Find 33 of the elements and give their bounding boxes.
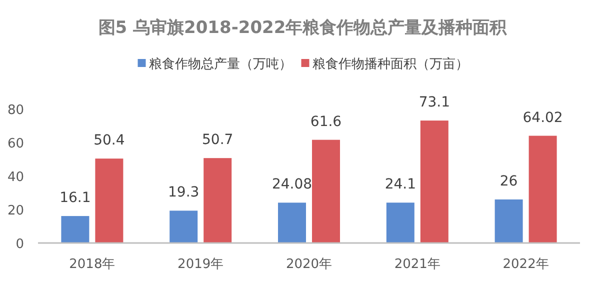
data-label: 50.7: [202, 132, 234, 148]
data-label: 24.1: [384, 176, 416, 193]
bar: [494, 199, 523, 243]
y-tick-label: 20: [7, 204, 24, 218]
bar: [278, 202, 306, 243]
legend-label: 粮食作物播种面积（万亩）: [312, 56, 468, 72]
y-tick-label: 80: [7, 103, 24, 118]
data-label: 64.02: [522, 110, 563, 126]
legend-label: 粮食作物总产量（万吨）: [148, 57, 292, 72]
bar: [528, 136, 557, 243]
x-tick-label: 2019年: [178, 257, 224, 272]
y-tick-label: 0: [16, 237, 24, 252]
bar: [312, 140, 340, 243]
x-tick-label: 2018年: [69, 257, 116, 272]
bar: [386, 202, 414, 243]
data-label: 50.4: [94, 132, 125, 149]
x-tick-label: 2021年: [394, 257, 440, 272]
data-label: 26: [500, 173, 518, 190]
chart-title: 图5 乌审旗2018-2022年粮食作物总产量及播种面积: [98, 18, 508, 38]
x-tick-label: 2020年: [286, 257, 332, 272]
bar: [204, 158, 232, 243]
bar: [170, 210, 198, 243]
data-label: 19.3: [168, 184, 200, 201]
bar: [95, 158, 124, 243]
data-label: 24.08: [272, 176, 312, 193]
data-label: 16.1: [60, 190, 91, 206]
y-tick-label: 40: [7, 170, 24, 185]
data-label: 73.1: [418, 94, 450, 111]
data-label: 61.6: [310, 114, 342, 130]
y-tick-label: 60: [7, 136, 24, 152]
x-tick-label: 2022年: [502, 257, 549, 272]
bar: [420, 120, 448, 243]
bar: [61, 216, 90, 243]
